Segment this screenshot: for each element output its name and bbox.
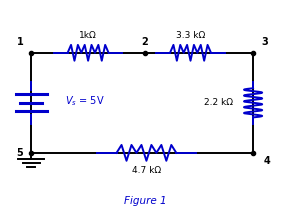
Text: 5: 5 [17, 148, 23, 158]
Text: $V_s$ = 5V: $V_s$ = 5V [65, 94, 105, 108]
Text: 2: 2 [142, 37, 148, 47]
Text: 1: 1 [17, 37, 23, 47]
Text: 1kΩ: 1kΩ [79, 31, 97, 40]
Text: Figure 1: Figure 1 [124, 196, 166, 206]
Text: 4.7 kΩ: 4.7 kΩ [132, 166, 161, 175]
Text: 3.3 kΩ: 3.3 kΩ [176, 31, 205, 40]
Text: 4: 4 [264, 156, 271, 166]
Text: 3: 3 [261, 37, 268, 47]
Text: 2.2 kΩ: 2.2 kΩ [204, 98, 233, 107]
